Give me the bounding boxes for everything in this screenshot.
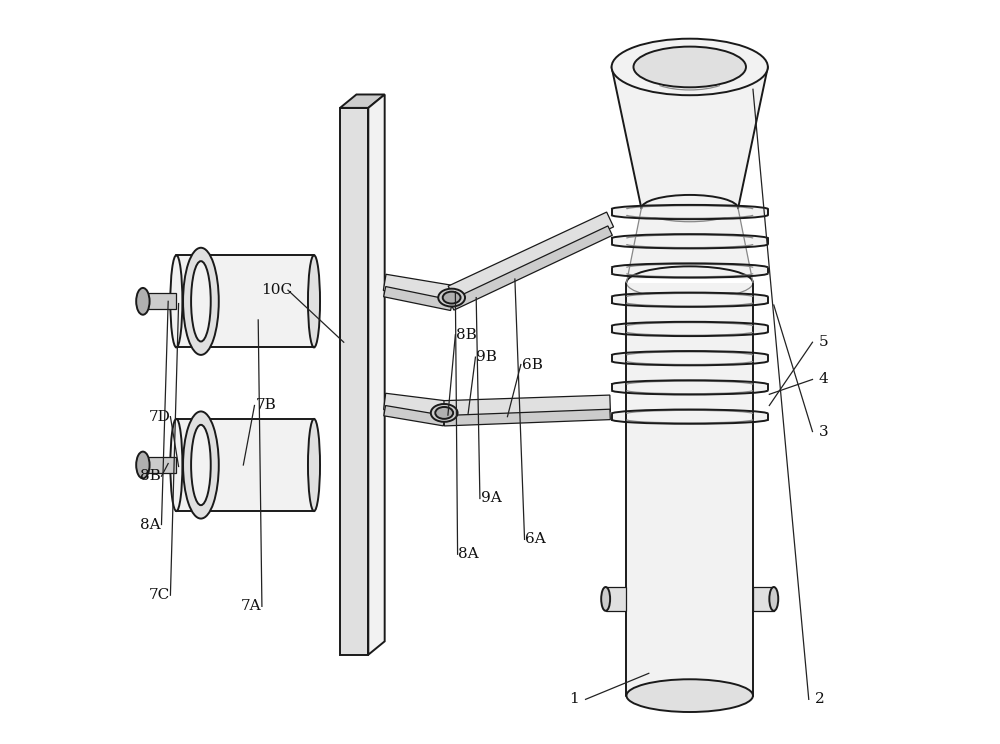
Ellipse shape xyxy=(183,411,219,519)
Ellipse shape xyxy=(170,419,182,511)
Ellipse shape xyxy=(431,404,458,422)
Ellipse shape xyxy=(626,679,753,712)
Ellipse shape xyxy=(438,289,465,307)
Polygon shape xyxy=(753,587,774,611)
Polygon shape xyxy=(384,394,445,417)
Polygon shape xyxy=(444,409,610,426)
Ellipse shape xyxy=(435,407,453,419)
Polygon shape xyxy=(383,275,453,301)
Text: 7A: 7A xyxy=(240,600,261,613)
Polygon shape xyxy=(612,67,768,208)
Polygon shape xyxy=(384,286,453,310)
Polygon shape xyxy=(606,587,626,611)
Polygon shape xyxy=(444,395,610,417)
Ellipse shape xyxy=(136,452,150,478)
Polygon shape xyxy=(612,208,768,217)
Text: 1: 1 xyxy=(570,693,579,706)
Text: 8B: 8B xyxy=(456,328,477,341)
Text: 8A: 8A xyxy=(140,518,161,531)
Polygon shape xyxy=(612,237,768,246)
Text: 7C: 7C xyxy=(149,589,170,602)
Polygon shape xyxy=(340,94,385,108)
Ellipse shape xyxy=(443,292,461,304)
Polygon shape xyxy=(612,382,768,392)
Ellipse shape xyxy=(308,255,320,347)
Text: 6A: 6A xyxy=(525,533,546,546)
Polygon shape xyxy=(626,283,753,696)
Polygon shape xyxy=(143,293,176,310)
Polygon shape xyxy=(612,412,768,421)
Polygon shape xyxy=(176,419,314,511)
Text: 4: 4 xyxy=(819,373,829,386)
Text: 9A: 9A xyxy=(481,492,501,505)
Text: 10C: 10C xyxy=(261,283,292,297)
Text: 8B: 8B xyxy=(140,469,161,483)
Polygon shape xyxy=(143,457,176,473)
Ellipse shape xyxy=(633,47,746,87)
Text: 3: 3 xyxy=(819,425,828,438)
Polygon shape xyxy=(612,266,768,275)
Polygon shape xyxy=(612,295,768,304)
Polygon shape xyxy=(176,255,314,347)
Text: 7D: 7D xyxy=(148,410,170,423)
Ellipse shape xyxy=(170,255,182,347)
Text: 6B: 6B xyxy=(522,358,542,371)
Polygon shape xyxy=(612,353,768,363)
Text: 2: 2 xyxy=(815,693,825,706)
Ellipse shape xyxy=(191,261,211,341)
Polygon shape xyxy=(449,226,612,310)
Polygon shape xyxy=(626,208,753,279)
Text: 7B: 7B xyxy=(255,399,276,412)
Polygon shape xyxy=(368,94,385,655)
Polygon shape xyxy=(340,108,368,655)
Polygon shape xyxy=(384,405,445,426)
Ellipse shape xyxy=(612,39,768,95)
Ellipse shape xyxy=(183,248,219,355)
Ellipse shape xyxy=(308,419,320,511)
Text: 8A: 8A xyxy=(458,548,479,561)
Polygon shape xyxy=(448,212,614,301)
Ellipse shape xyxy=(136,288,150,315)
Ellipse shape xyxy=(191,425,211,505)
Polygon shape xyxy=(612,324,768,334)
Ellipse shape xyxy=(601,587,610,611)
Text: 5: 5 xyxy=(819,336,828,349)
Text: 9B: 9B xyxy=(476,350,497,364)
Ellipse shape xyxy=(769,587,778,611)
